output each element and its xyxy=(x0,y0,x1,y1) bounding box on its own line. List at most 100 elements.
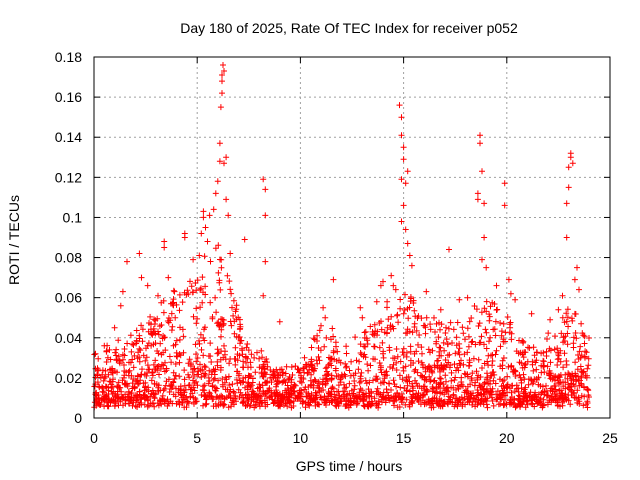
baseline-point xyxy=(285,391,292,398)
baseline-point xyxy=(181,396,188,403)
baseline-point xyxy=(264,378,271,385)
baseline-point xyxy=(308,358,315,365)
baseline-point xyxy=(213,309,220,316)
baseline-point xyxy=(343,364,349,371)
baseline-point xyxy=(560,334,567,341)
baseline-point xyxy=(421,387,428,394)
baseline-point xyxy=(407,348,414,355)
baseline-point xyxy=(364,341,371,347)
baseline-point xyxy=(258,393,265,400)
baseline-point xyxy=(154,315,161,322)
baseline-point xyxy=(426,397,432,404)
baseline-point xyxy=(525,344,531,351)
baseline-point xyxy=(498,394,505,401)
baseline-point xyxy=(240,375,247,382)
baseline-point xyxy=(263,371,269,378)
baseline-point xyxy=(475,399,482,406)
baseline-point xyxy=(292,382,299,389)
baseline-point xyxy=(152,357,159,364)
data-point xyxy=(124,258,130,265)
baseline-point xyxy=(134,381,141,388)
baseline-point xyxy=(559,390,566,397)
baseline-point xyxy=(158,322,165,328)
baseline-point xyxy=(286,375,293,382)
baseline-point xyxy=(483,298,490,305)
baseline-point xyxy=(334,388,340,395)
baseline-point xyxy=(410,360,417,366)
baseline-point xyxy=(438,397,445,404)
x-tick-label: 0 xyxy=(90,430,98,446)
baseline-point xyxy=(417,401,424,408)
baseline-point xyxy=(515,392,522,399)
baseline-point xyxy=(134,373,141,380)
baseline-point xyxy=(504,314,511,320)
baseline-point xyxy=(447,394,454,401)
baseline-point xyxy=(389,323,396,330)
baseline-point xyxy=(173,385,179,392)
baseline-point xyxy=(547,359,554,366)
baseline-point xyxy=(297,398,304,404)
baseline-point xyxy=(482,395,489,402)
baseline-point xyxy=(415,395,421,402)
baseline-point xyxy=(531,403,538,410)
baseline-point xyxy=(170,287,177,294)
baseline-point xyxy=(556,387,563,394)
baseline-point xyxy=(414,383,421,389)
baseline-point xyxy=(403,396,410,403)
baseline-point xyxy=(367,323,374,330)
baseline-point xyxy=(483,345,490,352)
data-point xyxy=(423,288,430,295)
baseline-point xyxy=(422,330,429,337)
baseline-point xyxy=(176,359,183,366)
baseline-point xyxy=(120,374,127,381)
baseline-point xyxy=(525,381,532,388)
baseline-point xyxy=(581,340,588,347)
baseline-point xyxy=(233,302,240,309)
baseline-point xyxy=(374,385,381,392)
data-point xyxy=(216,140,223,147)
baseline-point xyxy=(537,383,544,389)
baseline-point xyxy=(159,392,166,399)
baseline-point xyxy=(541,369,548,376)
baseline-point xyxy=(494,395,501,402)
baseline-point xyxy=(555,381,562,387)
baseline-point xyxy=(433,340,440,347)
baseline-point xyxy=(556,394,563,401)
baseline-point xyxy=(251,390,258,397)
baseline-point xyxy=(419,391,426,398)
baseline-point xyxy=(245,374,252,381)
baseline-point xyxy=(222,348,228,355)
baseline-point xyxy=(501,377,508,383)
baseline-point xyxy=(194,382,201,389)
baseline-point xyxy=(328,385,335,392)
baseline-point xyxy=(155,331,162,338)
baseline-point xyxy=(165,376,172,383)
baseline-point xyxy=(344,391,351,398)
baseline-point xyxy=(473,306,480,313)
baseline-point xyxy=(188,283,195,290)
baseline-point xyxy=(543,382,549,389)
baseline-point xyxy=(517,374,524,381)
baseline-point xyxy=(212,400,219,407)
data-point xyxy=(565,184,572,191)
baseline-point xyxy=(192,398,199,405)
baseline-point xyxy=(409,400,416,407)
baseline-point xyxy=(390,355,396,362)
data-point xyxy=(301,354,308,361)
baseline-point xyxy=(521,362,528,369)
data-point xyxy=(214,178,221,185)
baseline-point xyxy=(219,376,226,382)
baseline-point xyxy=(375,404,382,411)
baseline-point xyxy=(224,272,231,279)
baseline-point xyxy=(274,378,281,385)
baseline-point xyxy=(356,358,363,365)
baseline-point xyxy=(403,349,410,356)
baseline-point xyxy=(413,390,420,397)
baseline-point xyxy=(393,367,400,373)
data-point xyxy=(528,310,535,317)
baseline-point xyxy=(92,350,99,357)
data-point xyxy=(446,246,452,253)
baseline-point xyxy=(583,401,590,408)
baseline-point xyxy=(571,383,578,390)
baseline-point xyxy=(437,326,443,333)
